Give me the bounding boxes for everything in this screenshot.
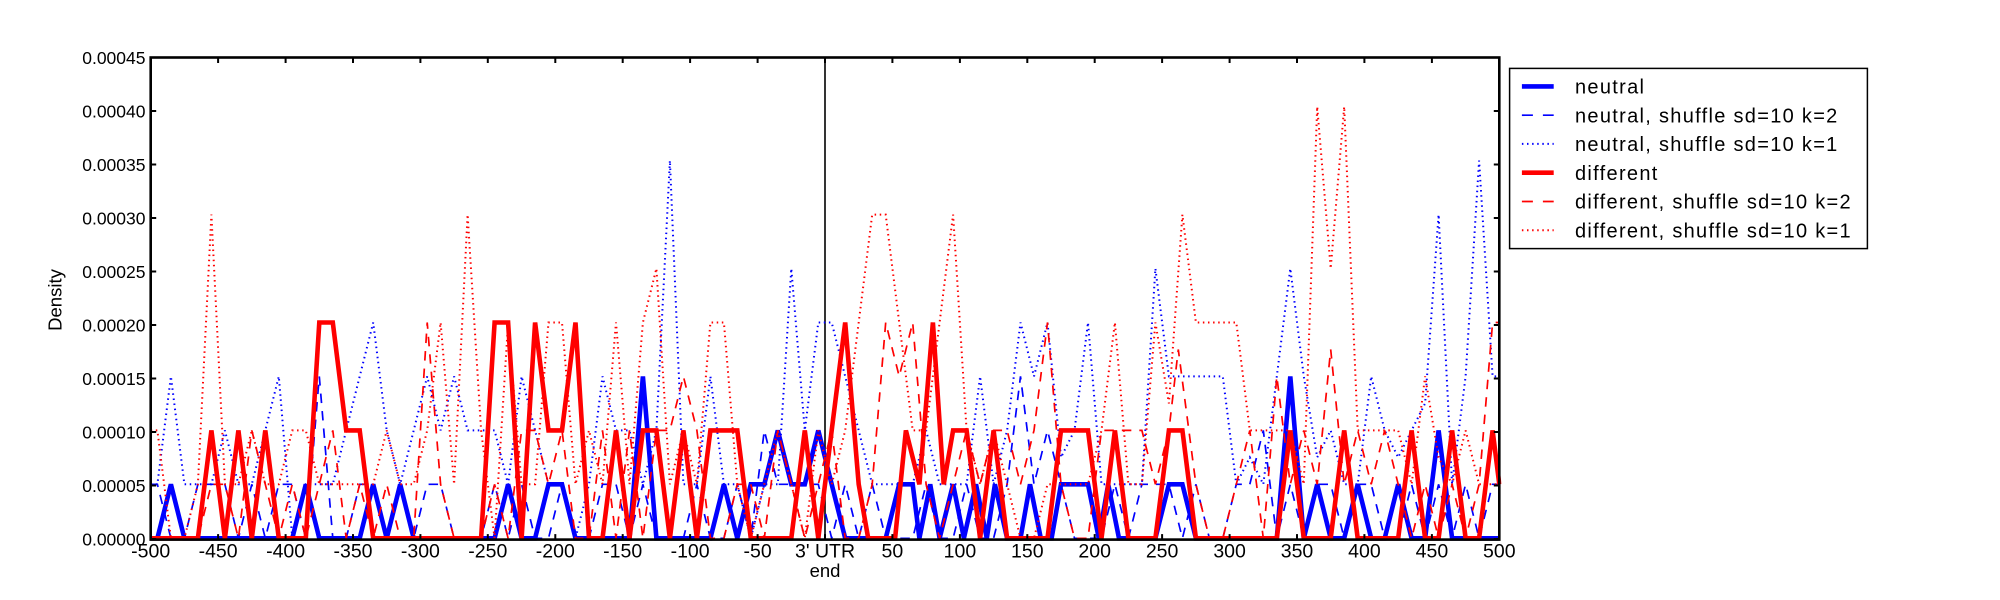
svg-text:-350: -350 [333,541,372,563]
svg-text:250: 250 [1146,541,1179,563]
svg-text:-500: -500 [131,541,170,563]
svg-text:different, shuffle sd=10 k=1: different, shuffle sd=10 k=1 [1575,220,1852,242]
svg-text:-150: -150 [603,541,642,563]
svg-text:150: 150 [1011,541,1044,563]
svg-text:0.00015: 0.00015 [82,369,145,389]
svg-text:0.00020: 0.00020 [82,315,146,335]
svg-text:0.00005: 0.00005 [82,476,145,496]
svg-text:end: end [810,560,841,581]
svg-text:500: 500 [1483,541,1516,563]
svg-text:different: different [1575,163,1659,185]
svg-text:0.00045: 0.00045 [82,48,145,68]
svg-text:neutral, shuffle sd=10 k=1: neutral, shuffle sd=10 k=1 [1575,134,1839,156]
svg-text:200: 200 [1078,541,1111,563]
svg-text:Density: Density [45,268,66,330]
svg-text:0.00035: 0.00035 [82,155,145,175]
svg-text:0.00040: 0.00040 [82,101,146,121]
svg-text:0.00025: 0.00025 [82,262,145,282]
svg-text:0.00030: 0.00030 [82,208,146,228]
svg-text:300: 300 [1213,541,1246,563]
svg-text:neutral, shuffle sd=10 k=2: neutral, shuffle sd=10 k=2 [1575,105,1839,127]
svg-text:different, shuffle sd=10 k=2: different, shuffle sd=10 k=2 [1575,192,1852,214]
svg-text:-100: -100 [671,541,710,563]
svg-text:50: 50 [882,541,904,563]
svg-text:-300: -300 [401,541,440,563]
svg-text:-200: -200 [536,541,575,563]
svg-text:-50: -50 [744,541,772,563]
svg-text:-450: -450 [199,541,238,563]
svg-text:-400: -400 [266,541,305,563]
svg-text:-250: -250 [468,541,507,563]
svg-text:100: 100 [944,541,977,563]
svg-text:450: 450 [1416,541,1449,563]
svg-text:0.00000: 0.00000 [82,529,146,549]
svg-text:400: 400 [1348,541,1381,563]
svg-text:neutral: neutral [1575,77,1645,99]
svg-text:3' UTR: 3' UTR [795,541,855,563]
svg-text:350: 350 [1281,541,1314,563]
svg-text:0.00010: 0.00010 [82,422,146,442]
